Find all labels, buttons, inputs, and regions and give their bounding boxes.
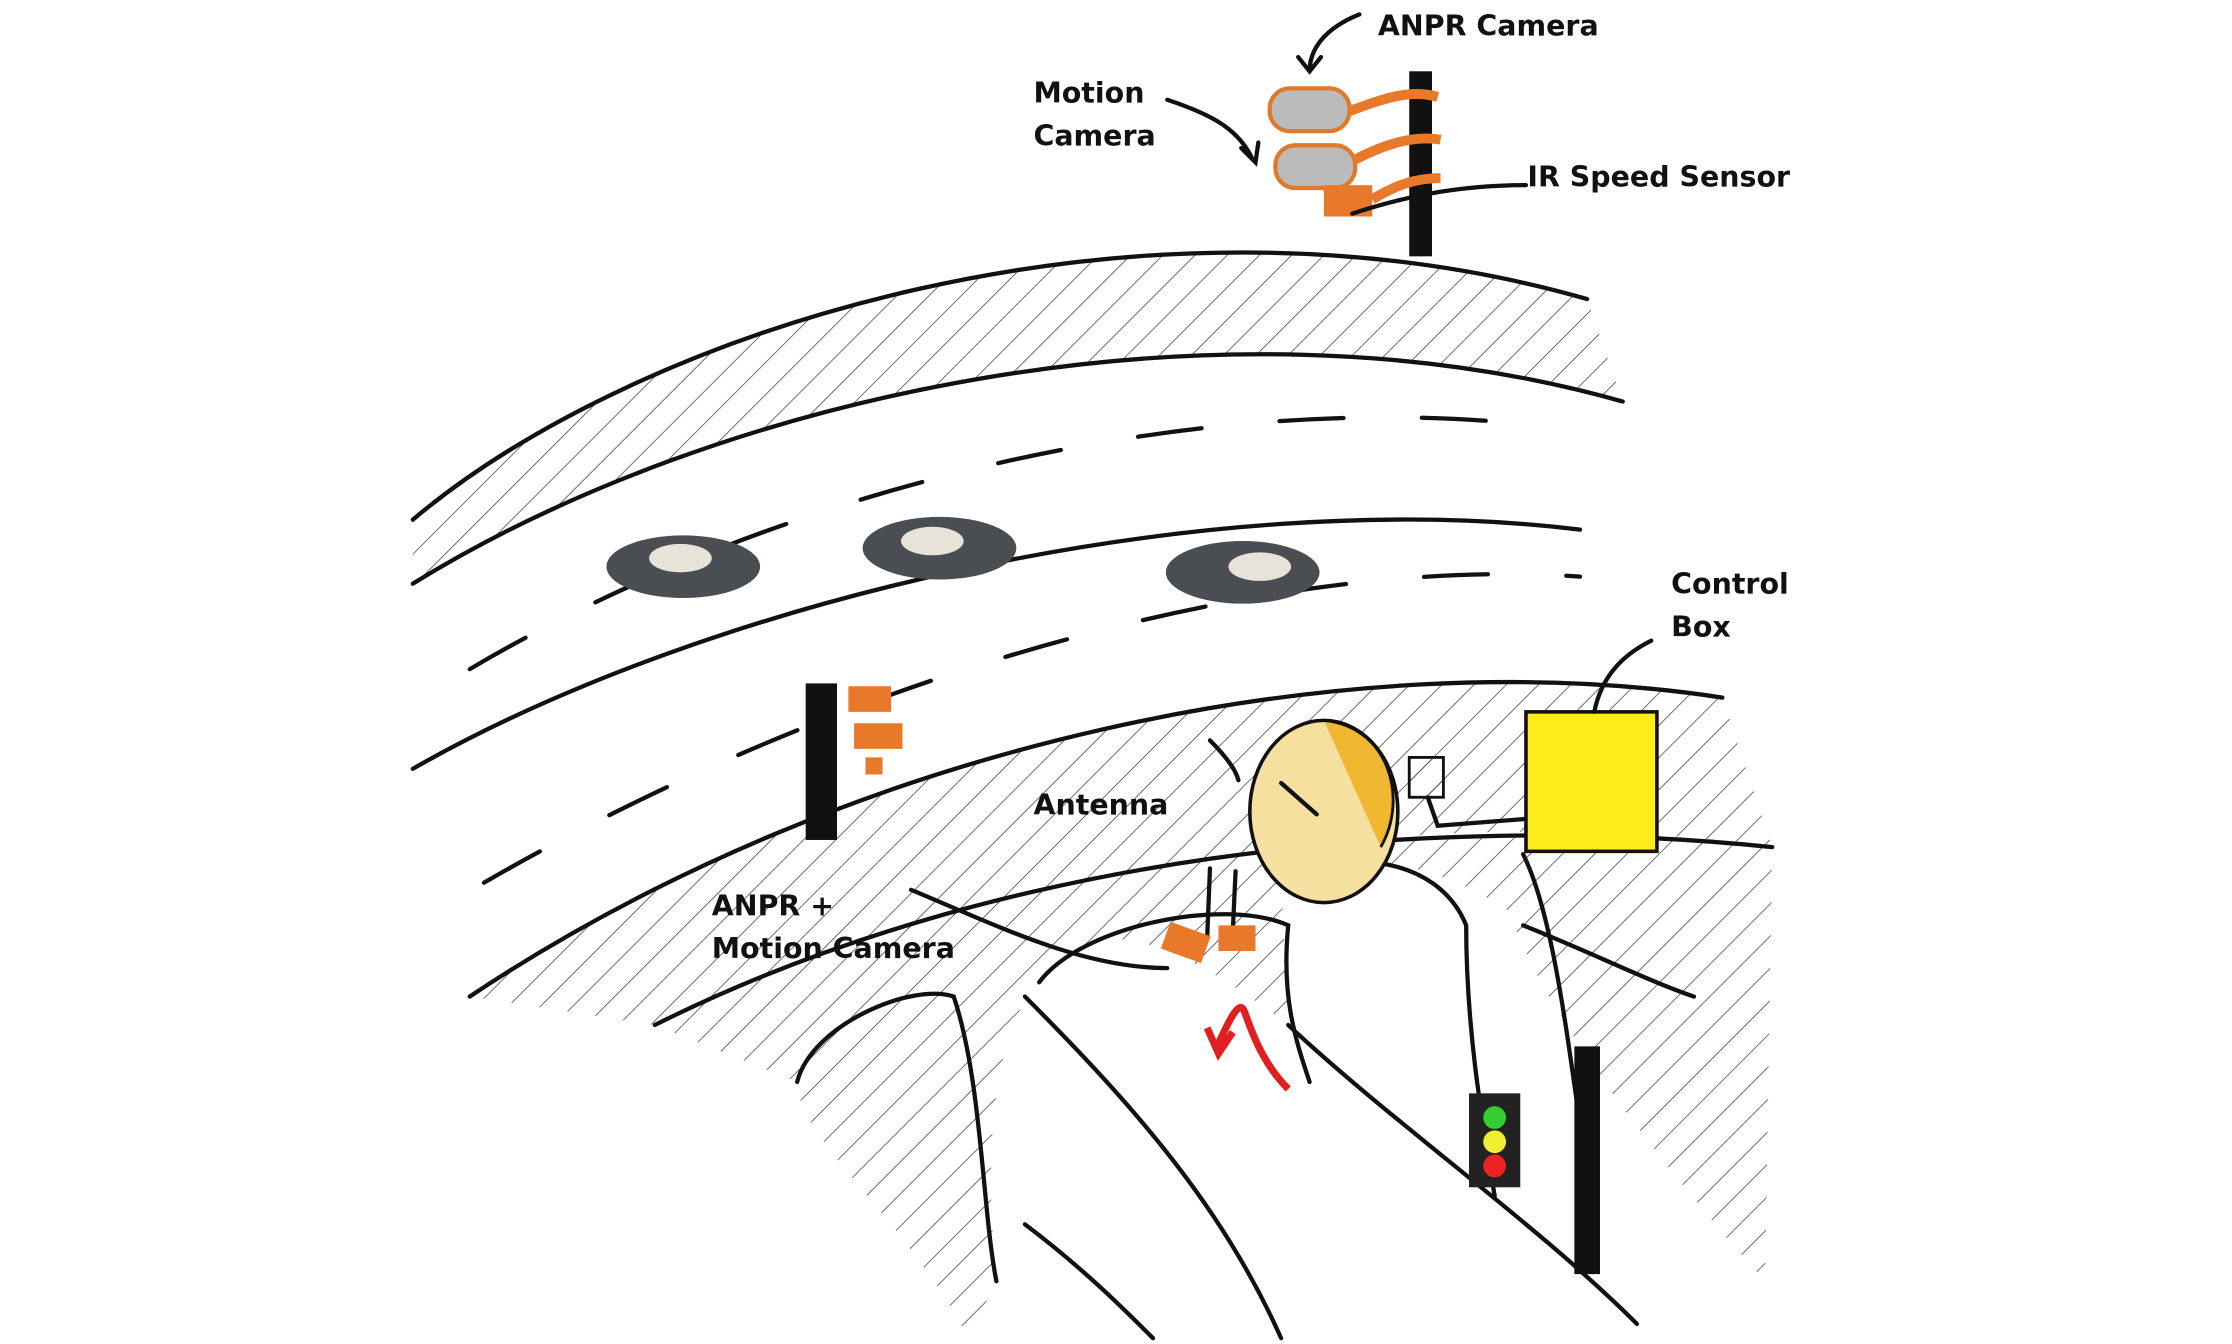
red-light [1483,1154,1507,1178]
road-edge [467,679,1725,999]
road-edge [410,352,1625,586]
label-line: Control [1671,568,1789,601]
label: IR Speed Sensor [1527,161,1790,194]
dish-back [1323,718,1395,848]
yellow-light [1483,1130,1507,1154]
cable [1425,795,1533,828]
camera [848,686,892,712]
direction-arrow [1203,1004,1291,1092]
pole [1409,71,1433,257]
mount-straps [1347,89,1442,204]
arrow [1350,183,1529,216]
label: ANPR + Motion Camera [712,889,955,965]
camera [854,723,903,749]
label-line: Motion [1033,77,1144,110]
label-line: Camera [1033,119,1155,152]
mount [1204,866,1213,942]
traffic-light [1469,1046,1600,1275]
callout-arrows [908,12,1654,971]
label: Control Box [1671,568,1789,644]
arrow [1207,738,1241,783]
label: Antenna [1033,788,1168,821]
car [1165,541,1320,604]
lower-road [1520,923,1697,999]
hatched-shoulder [469,682,1773,1026]
anpr-camera [1267,86,1352,134]
antenna-unit [1248,710,1659,905]
car [606,535,761,598]
sensor [865,757,883,775]
label-line: Box [1671,610,1731,643]
pole [1574,1046,1600,1275]
mount [1230,869,1238,935]
road-edge [410,250,1590,522]
lane-dash [481,571,1583,885]
green-light [1483,1106,1507,1129]
cars [606,516,1320,604]
pole [805,683,837,840]
underpass [1036,912,1312,1085]
arrow [908,887,1170,971]
lower-road [1022,1222,1156,1341]
underpass [795,991,999,1284]
underpass-cameras [1160,866,1291,1092]
label-line: Motion Camera [712,932,955,965]
lane-dash [467,415,1554,672]
label: Motion Camera [1033,77,1155,153]
arrow [1296,12,1362,75]
motion-camera [1273,143,1358,191]
car [862,516,1017,580]
label-line: ANPR + [712,889,834,922]
radio-unit [1407,755,1445,799]
lower-road [1022,994,1284,1341]
hatched-embankment [654,835,1773,1339]
camera [1160,921,1211,964]
side-pole [805,683,903,840]
hatched-shoulder [412,252,1623,584]
lower-road [1286,1022,1640,1327]
top-pole [1267,71,1442,257]
control-box [1524,710,1659,854]
arrow [1165,97,1261,167]
arrow [1592,638,1654,714]
underpass [1278,859,1497,1198]
label: ANPR Camera [1378,10,1599,43]
dish-feed [1278,780,1319,817]
camera [1218,925,1256,951]
